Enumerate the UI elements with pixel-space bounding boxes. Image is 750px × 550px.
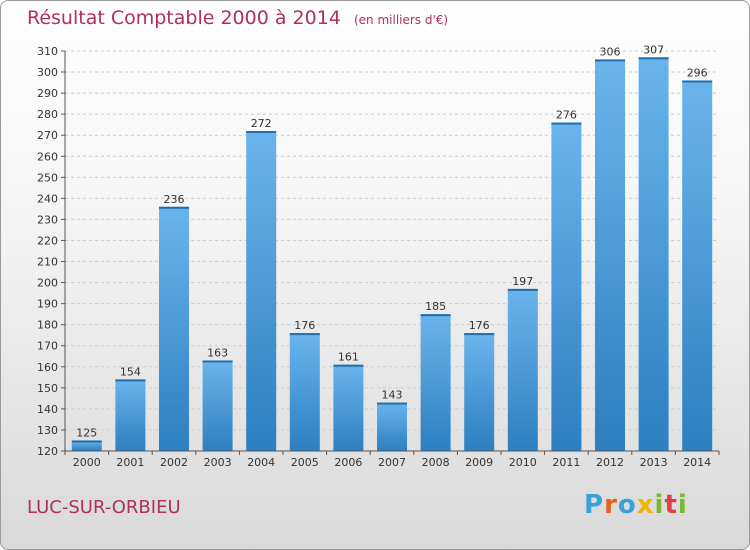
y-tick-label: 240 xyxy=(37,192,58,205)
bar xyxy=(246,131,277,451)
y-tick-label: 160 xyxy=(37,361,58,374)
x-tick-label: 2001 xyxy=(116,456,144,469)
bar xyxy=(420,314,451,451)
data-label: 276 xyxy=(556,109,577,122)
bar-top-edge xyxy=(551,122,582,125)
bar-top-edge xyxy=(333,364,364,367)
bar-top-edge xyxy=(420,314,451,317)
x-tick-label: 2005 xyxy=(291,456,319,469)
bar xyxy=(289,333,320,451)
y-tick-label: 190 xyxy=(37,298,58,311)
title-row: Résultat Comptable 2000 à 2014 (en milli… xyxy=(27,7,448,29)
y-tick-label: 250 xyxy=(37,171,58,184)
bar-top-edge xyxy=(71,440,102,443)
y-tick-label: 140 xyxy=(37,403,58,416)
bar-top-edge xyxy=(159,206,189,209)
brand-letter: i xyxy=(654,490,665,520)
y-tick-label: 200 xyxy=(37,277,58,290)
bar xyxy=(595,59,625,451)
bar xyxy=(202,360,233,451)
data-label: 161 xyxy=(338,351,359,364)
bar xyxy=(159,206,189,451)
bar xyxy=(464,333,495,451)
x-tick-label: 2000 xyxy=(73,456,101,469)
bar xyxy=(71,440,102,451)
bar xyxy=(333,364,364,451)
brand-letter: P xyxy=(584,490,605,520)
bar-top-edge xyxy=(638,57,669,60)
data-label: 296 xyxy=(687,66,708,79)
bar xyxy=(638,57,669,451)
y-tick-label: 120 xyxy=(37,445,58,458)
data-label: 197 xyxy=(512,275,533,288)
y-tick-label: 170 xyxy=(37,340,58,353)
data-label: 143 xyxy=(382,389,403,402)
brand-letter: t xyxy=(664,490,678,520)
brand-letter: o xyxy=(617,490,637,520)
x-tick-label: 2014 xyxy=(683,456,711,469)
y-tick-label: 260 xyxy=(37,150,58,163)
x-tick-label: 2013 xyxy=(640,456,668,469)
chart-title: Résultat Comptable 2000 à 2014 xyxy=(27,7,341,29)
y-tick-label: 280 xyxy=(37,108,58,121)
bar-top-edge xyxy=(507,288,538,291)
y-tick-label: 210 xyxy=(37,256,58,269)
y-tick-label: 270 xyxy=(37,129,58,142)
brand-letter: x xyxy=(636,490,655,520)
data-label: 176 xyxy=(294,319,315,332)
bar-top-edge xyxy=(202,360,233,363)
bar-top-edge xyxy=(682,80,713,83)
y-tick-label: 150 xyxy=(37,382,58,395)
data-label: 163 xyxy=(207,346,228,359)
bar-top-edge xyxy=(464,333,495,336)
y-tick-label: 310 xyxy=(37,45,58,58)
brand-letter: r xyxy=(604,490,618,520)
data-label: 272 xyxy=(251,117,272,130)
x-tick-label: 2002 xyxy=(160,456,188,469)
x-tick-label: 2006 xyxy=(334,456,362,469)
data-label: 125 xyxy=(76,426,97,439)
x-tick-label: 2004 xyxy=(247,456,275,469)
x-tick-label: 2011 xyxy=(552,456,580,469)
data-label: 236 xyxy=(164,193,185,206)
data-label: 154 xyxy=(120,365,141,378)
data-label: 185 xyxy=(425,300,446,313)
bar xyxy=(377,402,407,451)
bar-top-edge xyxy=(289,333,320,336)
data-label: 307 xyxy=(643,43,664,56)
bar-top-edge xyxy=(377,402,407,405)
data-label: 176 xyxy=(469,319,490,332)
bar xyxy=(551,122,582,451)
x-tick-label: 2007 xyxy=(378,456,406,469)
x-tick-label: 2012 xyxy=(596,456,624,469)
brand-letter: i xyxy=(677,490,688,520)
bar-top-edge xyxy=(115,379,146,382)
x-tick-label: 2008 xyxy=(422,456,450,469)
bar xyxy=(507,288,538,451)
bar-top-edge xyxy=(246,131,277,133)
y-tick-label: 220 xyxy=(37,234,58,247)
y-tick-label: 300 xyxy=(37,66,58,79)
y-tick-label: 290 xyxy=(37,87,58,100)
bar-top-edge xyxy=(595,59,625,62)
y-tick-label: 230 xyxy=(37,213,58,226)
location-name: LUC-SUR-ORBIEU xyxy=(27,497,181,518)
x-tick-label: 2010 xyxy=(509,456,537,469)
bar xyxy=(682,80,713,451)
y-tick-label: 130 xyxy=(37,424,58,437)
x-tick-label: 2009 xyxy=(465,456,493,469)
chart-unit: (en milliers d'€) xyxy=(353,13,449,27)
x-tick-label: 2003 xyxy=(204,456,232,469)
data-label: 306 xyxy=(600,45,621,58)
bar xyxy=(115,379,146,451)
y-tick-label: 180 xyxy=(37,319,58,332)
brand-logo: Proxiti xyxy=(584,490,688,520)
